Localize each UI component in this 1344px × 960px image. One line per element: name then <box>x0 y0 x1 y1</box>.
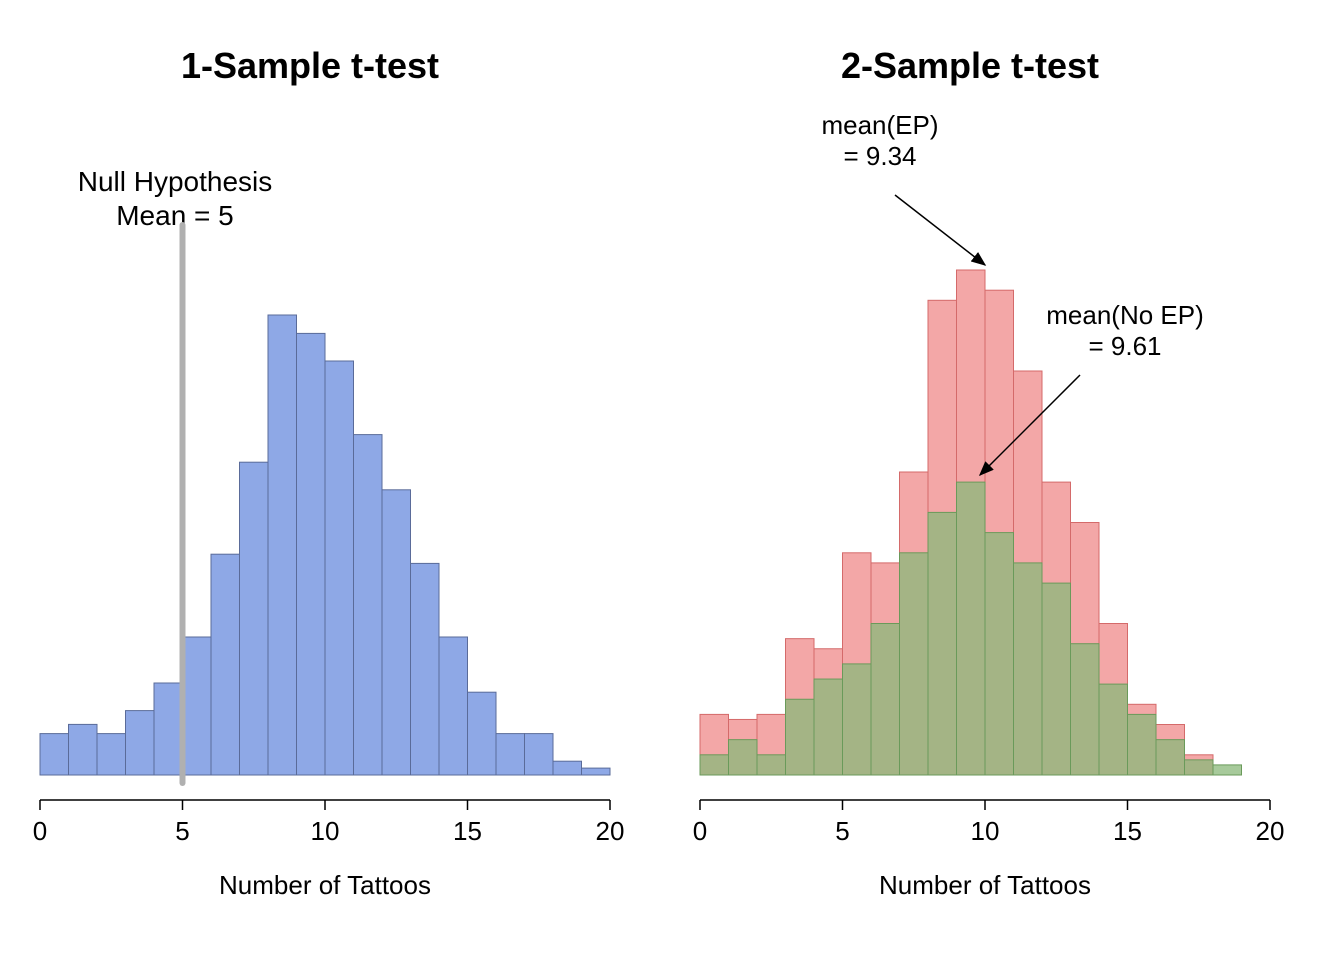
svg-text:10: 10 <box>311 816 340 846</box>
svg-text:20: 20 <box>1256 816 1285 846</box>
svg-text:5: 5 <box>175 816 189 846</box>
svg-text:15: 15 <box>453 816 482 846</box>
svg-text:5: 5 <box>835 816 849 846</box>
svg-text:15: 15 <box>1113 816 1142 846</box>
svg-text:0: 0 <box>693 816 707 846</box>
svg-text:10: 10 <box>971 816 1000 846</box>
plot-svg: 0 5 10 15 20 0 5 10 15 20 <box>0 0 1344 960</box>
svg-text:20: 20 <box>596 816 625 846</box>
left-histogram: 0 5 10 15 20 <box>33 225 625 846</box>
right-histogram: 0 5 10 15 20 <box>693 270 1285 846</box>
svg-text:0: 0 <box>33 816 47 846</box>
figure-container: 1-Sample t-test 2-Sample t-test Null Hyp… <box>0 0 1344 960</box>
